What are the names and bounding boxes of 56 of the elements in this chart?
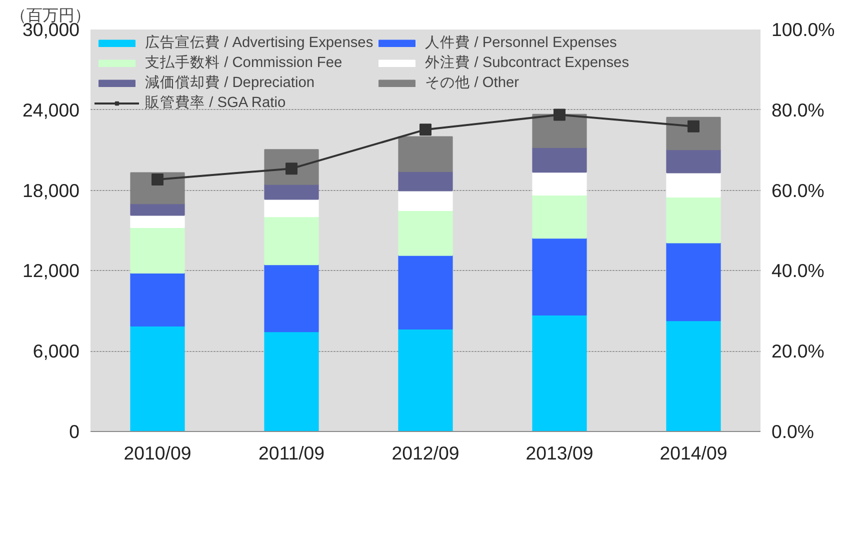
bar xyxy=(398,136,453,172)
bar xyxy=(532,114,587,148)
legend-label: 外注費 / Subcontract Expenses xyxy=(425,54,630,72)
y-tick-label: 24,000 xyxy=(22,99,80,120)
x-tick-label: 2014/09 xyxy=(660,442,728,464)
bar xyxy=(666,172,721,198)
bar xyxy=(532,194,587,239)
legend-label: 減価償却費 / Depreciation xyxy=(145,74,314,92)
bar xyxy=(532,172,587,196)
y-tick-label: 6,000 xyxy=(32,340,80,362)
y2-tick-label: 80.0% xyxy=(772,99,824,120)
legend-label: 支払手数料 / Commission Fee xyxy=(145,54,342,72)
y2-tick-label: 40.0% xyxy=(772,260,824,282)
bar xyxy=(666,320,721,432)
y2-tick-label: 60.0% xyxy=(772,180,824,201)
point xyxy=(152,173,164,186)
bar xyxy=(666,196,721,244)
y-tick-label: 18,000 xyxy=(22,180,80,201)
y-tick-label: 12,000 xyxy=(22,260,80,282)
bar xyxy=(532,147,587,173)
legend-label: その他 / Other xyxy=(425,74,520,92)
bar xyxy=(398,210,453,256)
bar xyxy=(398,328,453,432)
bar xyxy=(398,171,453,192)
bar xyxy=(666,242,721,322)
bar xyxy=(264,331,319,432)
point xyxy=(554,108,566,121)
x-tick-label: 2011/09 xyxy=(258,442,325,464)
bar xyxy=(130,214,185,228)
bar xyxy=(130,326,185,432)
bar xyxy=(532,314,587,432)
y2-tick-label: 20.0% xyxy=(772,340,824,362)
legend-label: 広告宣伝費 / Advertising Expenses xyxy=(145,34,374,52)
bar xyxy=(398,190,453,212)
point xyxy=(688,120,700,132)
bar xyxy=(264,264,319,332)
y2-tick-label: 0.0% xyxy=(772,421,814,442)
bar xyxy=(130,203,185,216)
bar xyxy=(666,116,721,150)
bar xyxy=(130,227,185,274)
bar xyxy=(264,184,319,200)
bar xyxy=(398,254,453,330)
legend-label: 販管費率 / SGA Ratio xyxy=(145,94,286,112)
bar xyxy=(130,272,185,327)
bar xyxy=(666,149,721,174)
x-tick-label: 2010/09 xyxy=(124,442,192,464)
bar xyxy=(532,238,587,316)
y2-tick-label: 100.0% xyxy=(772,19,835,40)
x-tick-label: 2012/09 xyxy=(392,442,460,464)
point xyxy=(286,162,298,175)
legend-label: 人件費 / Personnel Expenses xyxy=(425,34,617,52)
y-tick-label: 0 xyxy=(69,421,80,442)
point xyxy=(420,124,432,136)
bar xyxy=(264,198,319,218)
bar xyxy=(264,216,319,266)
x-tick-label: 2013/09 xyxy=(526,442,594,464)
